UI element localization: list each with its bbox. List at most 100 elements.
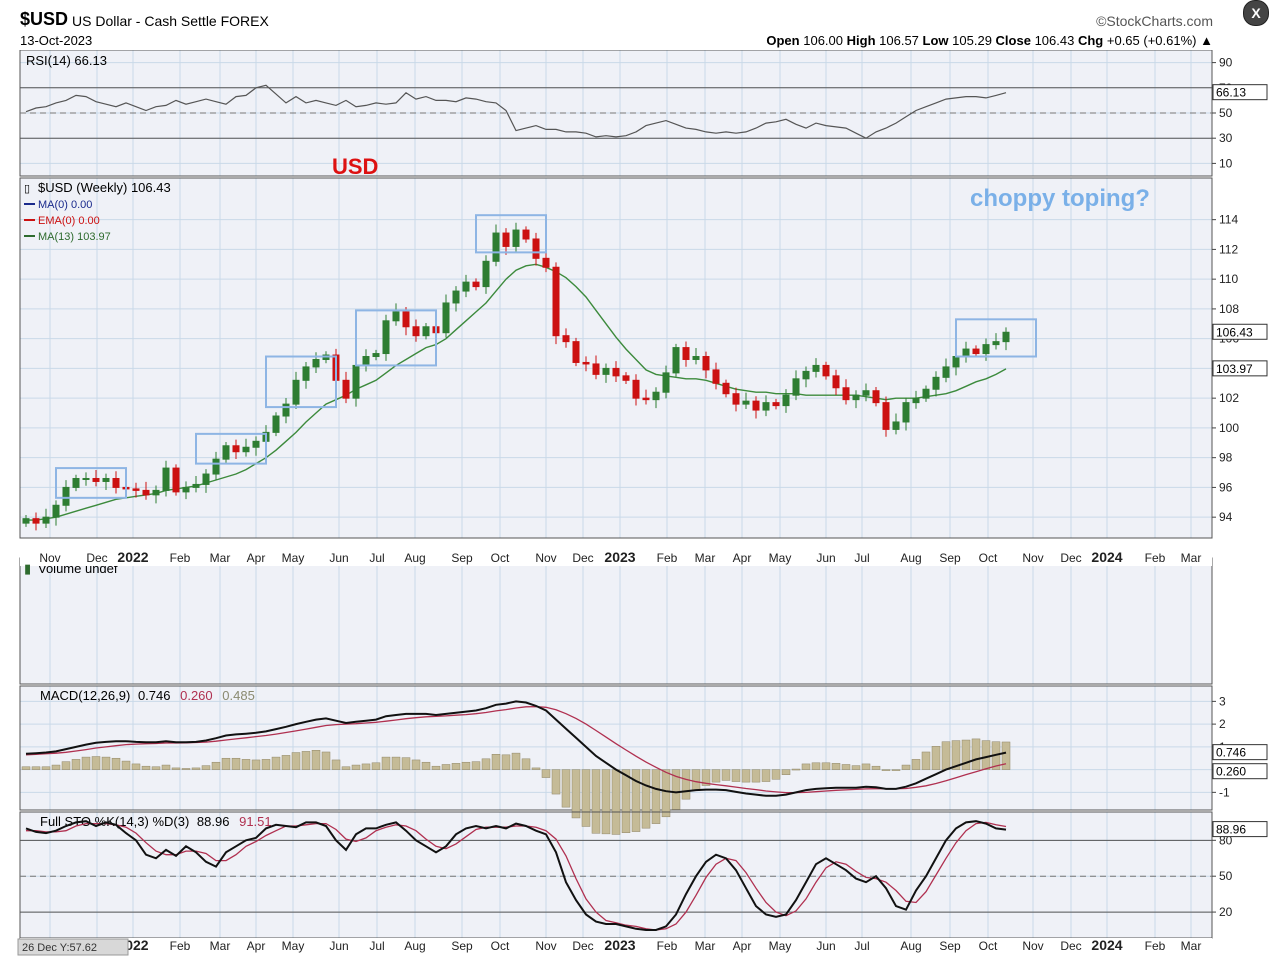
macd-histogram-bar [91,756,101,770]
x-axis-tick-label: Jun [816,939,835,953]
candle-body [192,483,200,488]
candle-body [422,326,430,337]
macd-histogram-bar [431,765,441,770]
rsi-y-tick-label: 30 [1219,131,1233,145]
macd-last-value-tag-box [1212,744,1268,761]
candle-body [532,238,540,259]
stochastic-k-line [25,820,1007,931]
candle-body [572,341,580,363]
macd-histogram-bar [341,766,351,770]
macd-histogram-bar [461,761,471,770]
price-legend-ema0: EMA(0) 0.00 [38,215,100,227]
macd-histogram-bar [121,760,131,770]
low-value: 105.29 [952,33,992,48]
candle-body [732,393,740,405]
macd-histogram-bar [761,769,771,782]
macd-histogram-bar [251,759,261,770]
x-axis-tick-label: 2024 [1091,937,1122,953]
candle-body [642,397,650,401]
status-readout-box [17,938,129,956]
macd-histogram-bar [291,752,301,770]
candle-body [1002,331,1010,343]
macd-histogram-bar [811,762,821,770]
candle-body [872,390,880,404]
price-panel: $USD (Weekly) 106.43 MA(0) 0.00 EMA(0) 0… [19,154,1213,539]
x-axis-tick-label: Feb [1145,551,1166,565]
x-axis-tick-label: Mar [1181,551,1202,565]
price-layer [22,214,1037,531]
macd-label: MACD(12,26,9) [40,688,130,703]
macd-histogram-bar [211,761,221,770]
status-readout: 26 Dec Y:57.62 [17,938,129,956]
stochastic-last-value-tag: 88.96 [1216,823,1246,837]
rsi-y-tick-label: 10 [1219,156,1233,170]
candle-body [82,477,90,480]
macd-histogram-bar [161,764,171,770]
candle-body [412,326,420,337]
macd-y-tick-label: 2 [1219,717,1226,731]
x-axis-tick-label: Oct [979,551,998,565]
x-axis-tick-label: Jul [854,551,869,565]
candle-body [842,387,850,401]
macd-signal-last-value-tag-box [1212,763,1268,780]
x-axis-tick-label: Jul [369,551,384,565]
candle-body [102,477,110,482]
macd-histogram-bar [131,763,141,770]
open-label: Open [766,33,800,48]
macd-layer [21,700,1011,835]
x-axis-band [20,550,1212,566]
candle-body [882,402,890,430]
x-axis-tick-label: Sep [939,551,961,565]
x-axis-band [20,938,1212,954]
candle-body [372,353,380,358]
macd-histogram-bar [71,759,81,770]
candle-body [822,364,830,377]
candle-body [752,400,760,411]
close-button[interactable]: X [1243,0,1269,26]
x-axis-tick-label: 2023 [604,937,635,953]
candle-body [202,473,210,485]
candle-body [402,311,410,328]
brand-label[interactable]: ©StockCharts.com [1096,13,1213,29]
choppy-toping-annotation: choppy toping? [970,185,1150,212]
x-axis-tick-label: Apr [733,939,752,953]
candle-body [132,488,140,491]
macd-histogram-bar [271,756,281,770]
macd-histogram-bar [671,769,681,810]
rsi-y-tick-label: 50 [1219,106,1233,120]
x-axis-tick-label: Sep [939,939,961,953]
candle-body [622,375,630,381]
macd-histogram-bar [681,769,691,800]
consolidation-box [55,467,127,499]
candle-body [832,375,840,389]
macd-histogram-bar [281,755,291,770]
macd-histogram-bar [61,761,71,770]
macd-histogram-bar [171,767,181,770]
price-last-value-tag: 106.43 [1216,325,1253,339]
macd-signal-last-value-tag: 0.260 [1216,765,1246,779]
candle-body [502,232,510,247]
candle-body [792,378,800,396]
macd-histogram-bar [701,769,711,786]
macd-histogram-bar [641,769,651,829]
chart-date: 13-Oct-2023 [20,33,93,48]
x-axis-tick-label: Feb [170,551,191,565]
candle-body [352,364,360,399]
price-legend-ma13: MA(13) 103.97 [38,231,111,243]
price-panel-frame [19,177,1213,539]
candle-body [562,335,570,343]
candle-body [702,356,710,371]
low-label: Low [922,33,949,48]
x-axis-tick-label: Aug [900,939,921,953]
macd-histogram-bar [851,765,861,770]
macd-histogram-bar [871,765,881,770]
stochastic-y-tick-label: 50 [1219,869,1233,883]
price-y-tick-label: 96 [1219,480,1233,494]
x-axis-tick-label: Oct [491,939,510,953]
chg-value: +0.65 (+0.61%) [1106,33,1197,48]
macd-histogram-bar [691,769,701,791]
x-axis-tick-label: Aug [404,551,425,565]
ma13-legend-swatch [24,235,35,237]
candle-body [652,391,660,401]
macd-last-value-tag: 0.746 [1216,746,1246,760]
